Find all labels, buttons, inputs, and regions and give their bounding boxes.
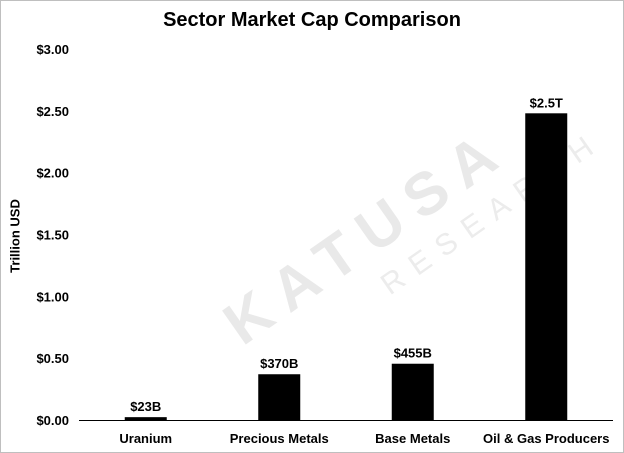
y-tick-label: $2.50 bbox=[36, 104, 69, 119]
y-tick-label: $2.00 bbox=[36, 166, 69, 181]
x-tick-label: Uranium bbox=[119, 431, 172, 446]
y-tick-label: $0.50 bbox=[36, 351, 69, 366]
y-tick-label: $3.00 bbox=[36, 42, 69, 57]
bar bbox=[258, 374, 301, 420]
bar-data-label: $23B bbox=[130, 399, 161, 414]
bar bbox=[391, 363, 434, 420]
y-tick-label: $1.00 bbox=[36, 289, 69, 304]
bar bbox=[525, 113, 568, 420]
x-tick-label: Precious Metals bbox=[230, 431, 329, 446]
y-tick-label: $1.50 bbox=[36, 228, 69, 243]
y-tick-label: $0.00 bbox=[36, 413, 69, 428]
x-tick-label: Base Metals bbox=[375, 431, 450, 446]
bar bbox=[124, 417, 167, 420]
bar-data-label: $370B bbox=[260, 356, 298, 371]
bar-data-label: $455B bbox=[394, 346, 432, 361]
chart-title: Sector Market Cap Comparison bbox=[163, 9, 461, 31]
x-tick-label: Oil & Gas Producers bbox=[483, 431, 609, 446]
bar-data-label: $2.5T bbox=[530, 95, 563, 110]
